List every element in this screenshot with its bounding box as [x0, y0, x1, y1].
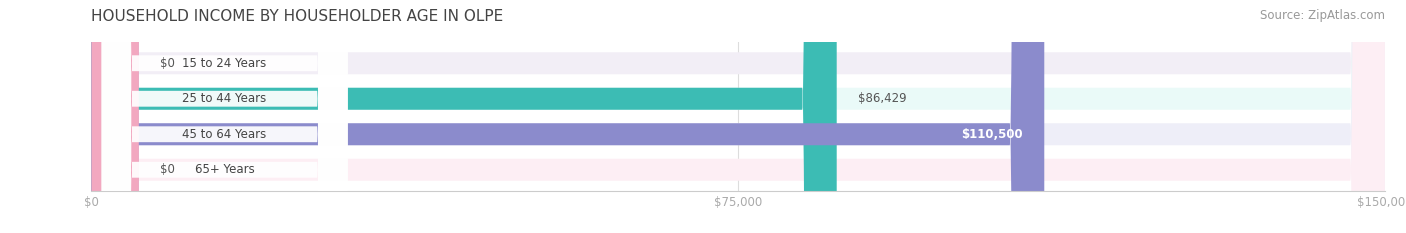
- FancyBboxPatch shape: [101, 0, 347, 233]
- FancyBboxPatch shape: [91, 0, 837, 233]
- Text: 45 to 64 Years: 45 to 64 Years: [183, 128, 267, 141]
- Text: HOUSEHOLD INCOME BY HOUSEHOLDER AGE IN OLPE: HOUSEHOLD INCOME BY HOUSEHOLDER AGE IN O…: [91, 9, 503, 24]
- Text: $86,429: $86,429: [858, 92, 907, 105]
- Text: Source: ZipAtlas.com: Source: ZipAtlas.com: [1260, 9, 1385, 22]
- FancyBboxPatch shape: [91, 0, 1385, 233]
- Text: 15 to 24 Years: 15 to 24 Years: [183, 57, 267, 70]
- Text: 65+ Years: 65+ Years: [195, 163, 254, 176]
- FancyBboxPatch shape: [91, 0, 139, 233]
- FancyBboxPatch shape: [101, 0, 347, 233]
- FancyBboxPatch shape: [101, 0, 347, 233]
- FancyBboxPatch shape: [91, 0, 1385, 233]
- FancyBboxPatch shape: [91, 0, 139, 233]
- FancyBboxPatch shape: [91, 0, 1045, 233]
- Text: $0: $0: [160, 57, 176, 70]
- FancyBboxPatch shape: [91, 0, 1385, 233]
- Text: 25 to 44 Years: 25 to 44 Years: [183, 92, 267, 105]
- Text: $110,500: $110,500: [962, 128, 1022, 141]
- FancyBboxPatch shape: [101, 0, 347, 233]
- Text: $0: $0: [160, 163, 176, 176]
- FancyBboxPatch shape: [91, 0, 1385, 233]
